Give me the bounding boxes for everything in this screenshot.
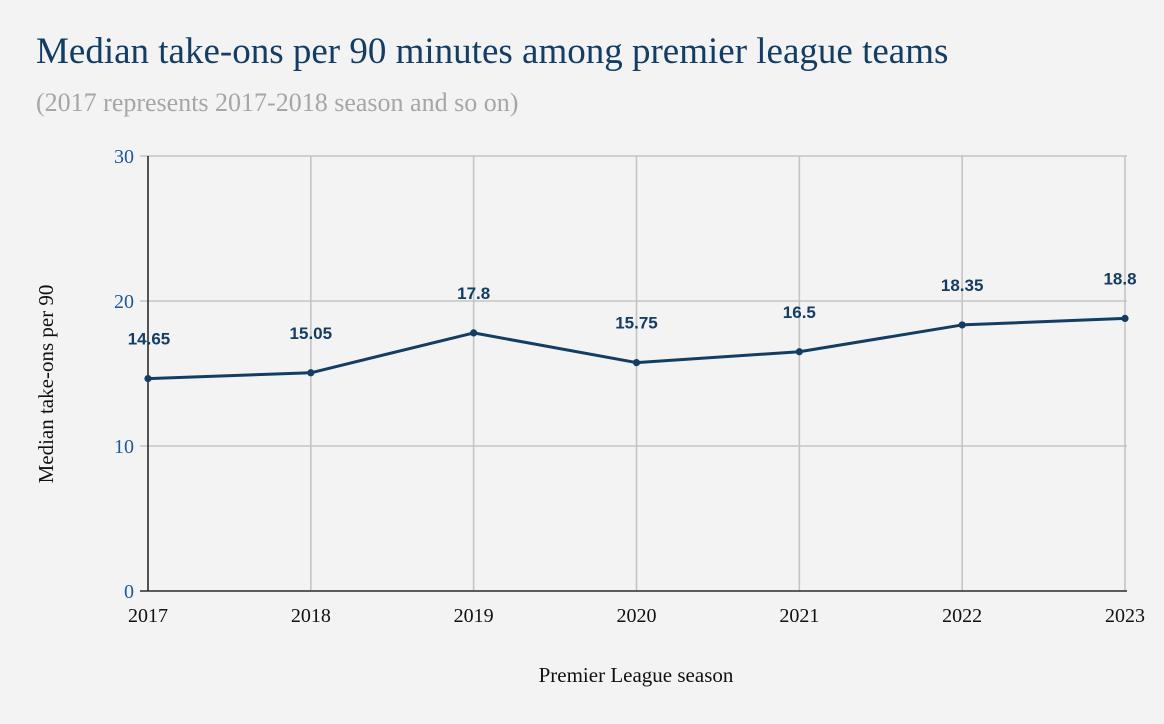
data-point: [1121, 314, 1129, 322]
data-label: 18.8: [1103, 269, 1136, 288]
axes: [140, 156, 1127, 592]
data-label: 16.5: [783, 303, 816, 322]
data-label: 15.75: [615, 314, 658, 333]
x-tick-label: 2022: [942, 605, 982, 627]
data-label: 14.65: [128, 330, 171, 349]
data-point: [795, 348, 803, 356]
chart-subtitle: (2017 represents 2017-2018 season and so…: [36, 88, 519, 117]
x-tick-label: 2020: [617, 605, 657, 627]
x-axis-label: Premier League season: [539, 663, 734, 687]
y-tick-labels: 0 10 20 30: [114, 146, 134, 603]
data-label: 17.8: [457, 284, 490, 303]
data-point: [470, 329, 478, 337]
chart-title: Median take-ons per 90 minutes among pre…: [36, 31, 949, 72]
gridlines: [140, 155, 1127, 591]
data-labels: 14.65 15.05 17.8 15.75 16.5 18.35 18.8: [128, 269, 1137, 348]
x-tick-label: 2019: [454, 605, 494, 627]
x-tick-label: 2017: [128, 605, 168, 627]
y-axis-label: Median take-ons per 90: [34, 285, 58, 484]
data-point: [307, 369, 315, 377]
data-points: [144, 314, 1129, 383]
y-tick-label: 20: [114, 291, 134, 313]
x-tick-label: 2021: [779, 605, 819, 627]
x-tick-labels: 2017 2018 2019 2020 2021 2022 2023: [128, 605, 1145, 627]
data-point: [632, 359, 641, 367]
data-point: [144, 374, 152, 383]
data-label: 18.35: [941, 276, 984, 295]
y-tick-label: 0: [124, 581, 134, 603]
x-tick-label: 2023: [1105, 605, 1145, 627]
data-point: [958, 321, 966, 329]
y-tick-label: 30: [114, 146, 134, 168]
data-label: 15.05: [290, 324, 333, 343]
y-tick-label: 10: [114, 436, 134, 458]
x-tick-label: 2018: [291, 605, 331, 627]
